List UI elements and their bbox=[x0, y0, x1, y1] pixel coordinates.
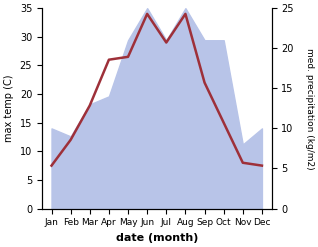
Y-axis label: max temp (C): max temp (C) bbox=[4, 75, 14, 142]
Y-axis label: med. precipitation (kg/m2): med. precipitation (kg/m2) bbox=[305, 48, 314, 169]
X-axis label: date (month): date (month) bbox=[115, 233, 198, 243]
